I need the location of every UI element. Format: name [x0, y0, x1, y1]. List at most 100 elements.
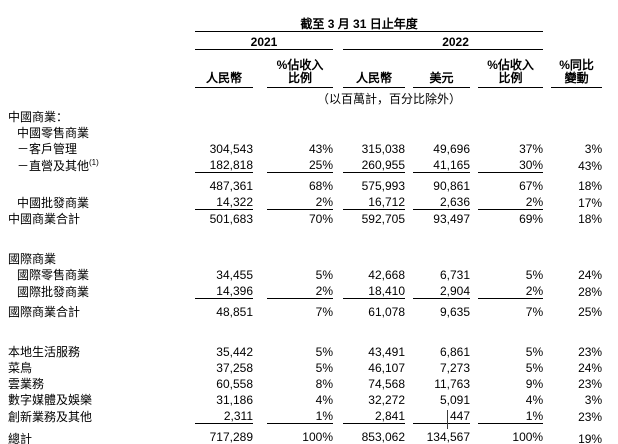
cell-rmb-2022 — [343, 108, 405, 124]
column-gap — [405, 407, 413, 424]
column-gap — [333, 210, 343, 227]
row-label: 雲業務 — [8, 377, 45, 391]
column-gap — [470, 407, 478, 424]
column-gap — [333, 250, 343, 266]
column-gap — [470, 391, 478, 407]
cell-pct-revenue-2021: 43% — [308, 142, 333, 156]
column-gap — [543, 299, 551, 320]
cell-pct-revenue-2021: 5% — [315, 345, 333, 359]
cell-rmb-2022: 2,841 — [343, 407, 405, 424]
cell-usd-2022 — [413, 124, 470, 140]
table-row: 總計 717,289 100% 853,062 134,567 100% 19% — [8, 423, 602, 444]
row-label: 中國商業： — [8, 110, 69, 124]
cell-rmb-2022 — [343, 124, 405, 140]
row-label: 國際商業 — [8, 252, 57, 266]
column-gap — [253, 282, 267, 299]
row-label — [8, 173, 195, 194]
row-label: 中國零售商業 — [17, 126, 90, 140]
cell-yoy-change: 18% — [578, 179, 603, 193]
column-gap — [253, 108, 267, 124]
table-row: 國際商業合計 48,851 7% 61,078 9,635 7% 25% — [8, 299, 602, 320]
cell-usd-2022: 5,091 — [439, 393, 470, 407]
header-spacer — [405, 50, 413, 88]
cell-pct-revenue-2022 — [478, 250, 543, 266]
column-gap — [470, 193, 478, 210]
cell-yoy-change: 18% — [578, 212, 603, 226]
column-gap — [470, 359, 478, 375]
spacer-cell — [8, 319, 602, 343]
column-gap — [333, 108, 343, 124]
column-gap — [543, 407, 551, 424]
cell-usd-2022: 6,861 — [439, 345, 470, 359]
period-title: 截至 3 月 31 日止年度 — [195, 8, 544, 32]
cell-rmb-2022: 575,993 — [361, 179, 405, 193]
unit-note-row: （以百萬計，百分比除外） — [8, 88, 602, 109]
cell-pct-revenue-2022: 30% — [478, 156, 544, 173]
row-label: 數字媒體及娛樂 — [8, 393, 93, 407]
column-gap — [543, 266, 551, 282]
cell-pct-revenue-2021: 5% — [315, 361, 333, 375]
cell-pct-revenue-2022: 100% — [478, 423, 544, 444]
column-gap — [470, 424, 478, 444]
cell-rmb-2022: 18,410 — [343, 282, 405, 299]
cell-usd-2022: 134,567 — [413, 423, 470, 444]
col-header-line1: %佔收入 — [276, 58, 324, 72]
column-gap — [405, 140, 413, 156]
cell-pct-revenue-2022: 4% — [525, 393, 544, 407]
column-gap — [543, 173, 551, 194]
cell-yoy-change: 43% — [578, 158, 603, 173]
column-gap — [253, 193, 267, 210]
header-spacer — [253, 50, 267, 88]
cell-usd-2022: 49,696 — [433, 142, 470, 156]
cell-pct-revenue-2021 — [267, 124, 333, 140]
column-gap — [405, 359, 413, 375]
column-gap — [405, 424, 413, 444]
header-spacer — [8, 8, 195, 32]
column-gap — [405, 108, 413, 124]
table-row: 中國商業： — [8, 108, 602, 124]
column-gap — [470, 282, 478, 299]
cell-pct-revenue-2022: 2% — [478, 193, 544, 210]
header-spacer — [333, 50, 343, 88]
table-row: 創新業務及其他 2,311 1% 2,841 447 1% 23% — [8, 407, 602, 424]
table-row: 菜鳥 37,258 5% 46,107 7,273 5% 24% — [8, 359, 602, 375]
column-gap — [333, 282, 343, 299]
column-gap — [253, 156, 267, 173]
column-gap — [543, 424, 551, 444]
cell-rmb-2021: 182,818 — [195, 156, 253, 173]
column-gap — [253, 210, 267, 227]
cell-pct-revenue-2021: 68% — [308, 179, 333, 193]
column-gap — [543, 124, 551, 140]
cell-usd-2022: 11,763 — [434, 377, 470, 391]
cell-yoy-change: 17% — [578, 195, 603, 210]
row-label: 菜鳥 — [8, 361, 33, 375]
cell-rmb-2021: 2,311 — [195, 407, 253, 424]
column-gap — [333, 124, 343, 140]
cell-rmb-2022: 592,705 — [361, 212, 405, 226]
cell-pct-revenue-2022: 67% — [519, 179, 544, 193]
cell-rmb-2022: 74,568 — [368, 377, 405, 391]
table-row: 國際批發商業 14,396 2% 18,410 2,904 2% 28% — [8, 282, 602, 299]
cell-usd-2022: 6,731 — [439, 268, 470, 282]
cell-pct-revenue-2021: 7% — [315, 305, 333, 319]
column-gap — [253, 124, 267, 140]
column-gap — [405, 210, 413, 227]
column-gap — [333, 156, 343, 173]
cell-yoy-change: 25% — [578, 305, 603, 319]
cell-rmb-2021: 487,361 — [209, 179, 253, 193]
column-gap — [405, 124, 413, 140]
column-gap — [405, 282, 413, 299]
column-gap — [543, 359, 551, 375]
column-gap — [470, 173, 478, 194]
text-cursor — [447, 410, 448, 429]
table-row: 數字媒體及娛樂 31,186 4% 32,272 5,091 4% 3% — [8, 391, 602, 407]
row-label: 國際零售商業 — [17, 268, 90, 282]
cell-pct-revenue-2021: 4% — [315, 393, 333, 407]
column-gap — [333, 391, 343, 407]
cell-yoy-change — [551, 108, 602, 124]
cell-rmb-2022: 61,078 — [368, 305, 405, 319]
column-gap — [333, 299, 343, 320]
cell-pct-revenue-2022: 7% — [525, 305, 544, 319]
cell-rmb-2022: 315,038 — [361, 142, 405, 156]
column-gap — [470, 250, 478, 266]
